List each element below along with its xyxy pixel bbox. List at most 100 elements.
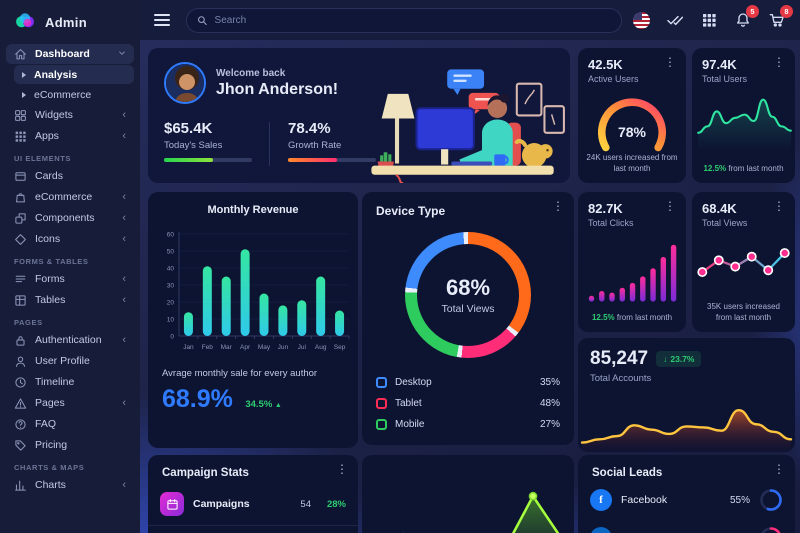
green-chart-card — [362, 455, 574, 533]
sidebar-item-icons[interactable]: Icons ‹ — [6, 229, 134, 249]
campaign-stats-title: Campaign Stats — [162, 467, 249, 479]
arrow-up-icon: ▲ — [274, 402, 282, 409]
total-views-card: ⋮ 68.4K Total Views 35K users increased … — [692, 192, 795, 332]
sidebar-item-pages[interactable]: Pages ‹ — [6, 393, 134, 413]
sidebar-item-charts[interactable]: Charts ‹ — [6, 475, 134, 495]
social-leads-card: ⋮ Social Leads f Facebook 55%in LinkedIn… — [578, 455, 795, 533]
total-clicks-card: ⋮ 82.7K Total Clicks 12.5% from last mon… — [578, 192, 686, 332]
campaign-stats-list: Campaigns 54 28%Emailed 245 15% — [148, 483, 358, 533]
svg-text:Jun: Jun — [278, 344, 289, 351]
mobile-icon — [376, 419, 387, 430]
sidebar-item-faq[interactable]: FAQ — [6, 414, 134, 434]
cart-button[interactable]: 8 — [768, 5, 793, 29]
campaign-row-emailed[interactable]: Emailed 245 15% — [148, 525, 358, 533]
note-text: from last month — [616, 313, 673, 323]
lock-icon — [14, 334, 27, 347]
svg-text:50: 50 — [167, 248, 175, 255]
kebab-menu-icon[interactable]: ⋮ — [773, 462, 785, 476]
chevron-left-icon: ‹ — [122, 293, 126, 306]
welcome-greeting: Welcome back — [216, 67, 286, 79]
sidebar-item-timeline[interactable]: Timeline — [6, 372, 134, 392]
campaign-label: Campaigns — [193, 498, 250, 510]
sidebar-item-label: Cards — [35, 170, 64, 182]
apps-icon — [14, 130, 27, 143]
kebab-menu-icon[interactable]: ⋮ — [773, 199, 785, 213]
total-accounts-badge: ↓ 23.7% — [656, 351, 702, 367]
calendar-icon — [160, 492, 184, 516]
svg-text:Aug: Aug — [315, 344, 327, 351]
legend-row-tablet: Tablet 48% — [376, 393, 560, 414]
sidebar-item-ecommerce[interactable]: eCommerce ‹ — [6, 187, 134, 207]
chevron-left-icon: ‹ — [122, 272, 126, 285]
sidebar-item-tables[interactable]: Tables ‹ — [6, 290, 134, 310]
sidebar-item-dashboard[interactable]: Dashboard — [6, 44, 134, 64]
sidebar-item-forms[interactable]: Forms ‹ — [6, 269, 134, 289]
total-accounts-card: 85,247 ↓ 23.7% Total Accounts — [578, 338, 795, 452]
sidebar-item-analysis[interactable]: Analysis — [14, 65, 134, 84]
language-flag-button[interactable] — [632, 11, 650, 29]
delta-value: 34.5% — [245, 399, 273, 410]
monthly-revenue-subtitle: Avrage monthly sale for every author — [162, 368, 318, 379]
campaign-pct: 28% — [326, 498, 346, 510]
notifications-badge: 5 — [746, 5, 759, 18]
chevron-left-icon: ‹ — [122, 396, 126, 409]
bag-icon — [14, 191, 27, 204]
kebab-menu-icon[interactable]: ⋮ — [664, 199, 676, 213]
total-users-delta: 12.5% — [703, 164, 727, 174]
facebook-icon: f — [590, 489, 612, 511]
svg-text:30: 30 — [167, 282, 175, 289]
total-clicks-chart — [588, 244, 677, 302]
sidebar-item-ecommerce[interactable]: eCommerce — [14, 85, 134, 104]
search-box[interactable] — [186, 7, 622, 33]
welcome-avatar — [164, 62, 206, 104]
sidebar-item-user-profile[interactable]: User Profile — [6, 351, 134, 371]
desktop-icon — [376, 377, 387, 388]
total-clicks-delta: 12.5% — [591, 313, 615, 323]
kebab-menu-icon[interactable]: ⋮ — [664, 55, 676, 69]
legend-label: Desktop — [395, 377, 432, 388]
chart-icon — [14, 479, 27, 492]
sidebar-item-components[interactable]: Components ‹ — [6, 208, 134, 228]
grid-apps-icon — [703, 14, 716, 27]
campaign-row-campaigns[interactable]: Campaigns 54 28% — [148, 483, 358, 525]
kebab-menu-icon[interactable]: ⋮ — [773, 55, 785, 69]
sidebar-item-pricing[interactable]: Pricing — [6, 435, 134, 455]
user-icon — [14, 355, 27, 368]
sidebar-item-label: Pricing — [35, 439, 68, 451]
sidebar-item-label: FAQ — [35, 418, 57, 430]
social-pct: 55% — [729, 494, 750, 506]
sidebar-item-widgets[interactable]: Widgets ‹ — [6, 105, 134, 125]
svg-text:40: 40 — [167, 265, 175, 272]
sidebar-item-label: User Profile — [35, 355, 90, 367]
brand[interactable]: Admin — [0, 0, 140, 43]
svg-text:10: 10 — [167, 316, 175, 323]
monthly-revenue-delta: 34.5% ▲ — [245, 399, 282, 410]
kebab-menu-icon[interactable]: ⋮ — [552, 199, 564, 213]
menu-icon[interactable] — [154, 14, 170, 26]
tasks-button[interactable] — [666, 11, 684, 29]
kebab-menu-icon[interactable]: ⋮ — [336, 462, 348, 476]
legend-value: 35% — [539, 377, 560, 388]
total-clicks-note: 12.5% from last month — [584, 313, 680, 324]
apps-grid-button[interactable] — [700, 11, 718, 29]
social-row-facebook[interactable]: f Facebook 55% — [578, 481, 795, 519]
sidebar-item-authentication[interactable]: Authentication ‹ — [6, 330, 134, 350]
help-icon — [14, 418, 27, 431]
chevron-down-icon — [118, 49, 126, 60]
chevron-left-icon: ‹ — [122, 190, 126, 203]
social-row-linkedin[interactable]: in LinkedIn 67% — [578, 519, 795, 533]
chevron-left-icon: ‹ — [122, 478, 126, 491]
sidebar-item-apps[interactable]: Apps ‹ — [6, 126, 134, 146]
growth-progress-bar — [288, 158, 376, 162]
sidebar-item-label: Timeline — [35, 376, 75, 388]
sidebar-item-label: Analysis — [34, 68, 78, 81]
search-input[interactable] — [214, 14, 611, 26]
sidebar: Admin Dashboard Analysis eCommerce Widgets ‹… — [0, 0, 140, 533]
device-type-donut: 68% Total Views — [405, 232, 531, 358]
welcome-card: Welcome back Jhon Anderson! $65.4K Today… — [148, 48, 570, 183]
svg-text:May: May — [258, 344, 271, 351]
linkedin-icon: in — [590, 527, 612, 533]
chevron-left-icon: ‹ — [122, 333, 126, 346]
notifications-button[interactable]: 5 — [734, 5, 759, 29]
sidebar-item-cards[interactable]: Cards — [6, 166, 134, 186]
